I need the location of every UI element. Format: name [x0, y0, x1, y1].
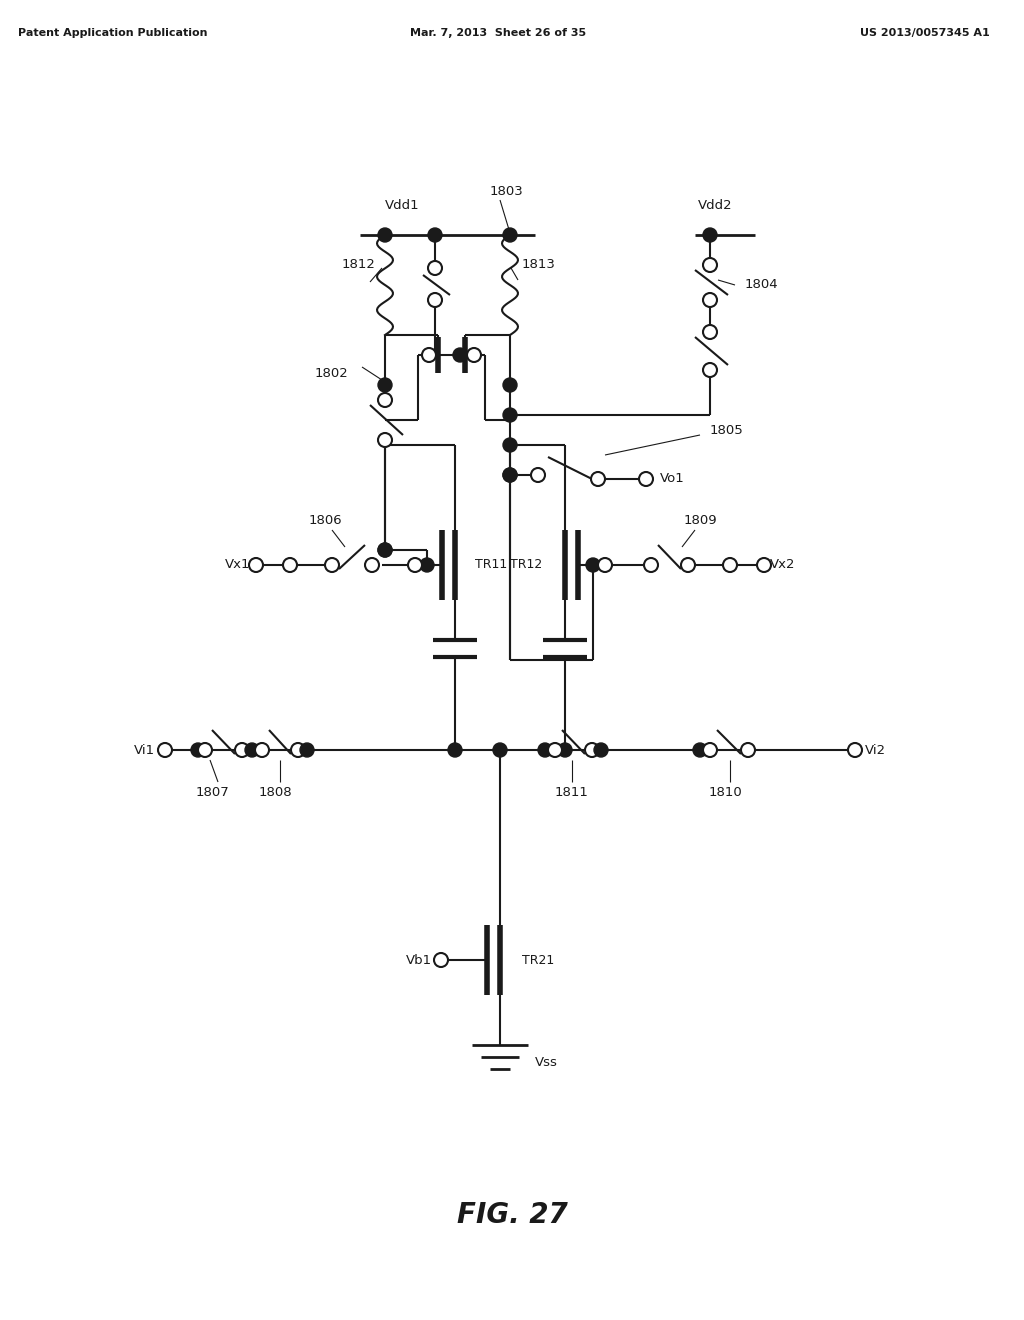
Circle shape [591, 473, 605, 486]
Circle shape [681, 558, 695, 572]
Circle shape [503, 408, 517, 422]
Circle shape [325, 558, 339, 572]
Text: Vo1: Vo1 [660, 473, 685, 486]
Text: Vi1: Vi1 [134, 743, 155, 756]
Text: Patent Application Publication: Patent Application Publication [18, 28, 208, 38]
Text: Vdd1: Vdd1 [385, 199, 419, 213]
Circle shape [378, 228, 392, 242]
Circle shape [434, 953, 449, 968]
Circle shape [503, 228, 517, 242]
Circle shape [757, 558, 771, 572]
Circle shape [378, 378, 392, 392]
Circle shape [548, 743, 562, 756]
Circle shape [503, 438, 517, 451]
Circle shape [723, 558, 737, 572]
Text: Vi2: Vi2 [865, 743, 886, 756]
Circle shape [453, 348, 467, 362]
Circle shape [703, 743, 717, 756]
Circle shape [422, 348, 436, 362]
Circle shape [585, 743, 599, 756]
Circle shape [158, 743, 172, 756]
Text: TR12: TR12 [510, 558, 543, 572]
Text: Vss: Vss [535, 1056, 558, 1069]
Circle shape [283, 558, 297, 572]
Circle shape [493, 743, 507, 756]
Text: 1810: 1810 [709, 785, 741, 799]
Circle shape [255, 743, 269, 756]
Circle shape [503, 469, 517, 482]
Circle shape [198, 743, 212, 756]
Circle shape [428, 228, 442, 242]
Circle shape [420, 558, 434, 572]
Circle shape [503, 469, 517, 482]
Text: TR11: TR11 [475, 558, 507, 572]
Circle shape [249, 558, 263, 572]
Text: 1804: 1804 [745, 279, 778, 292]
Text: 1805: 1805 [710, 424, 743, 437]
Text: 1807: 1807 [196, 785, 229, 799]
Circle shape [741, 743, 755, 756]
Text: Mar. 7, 2013  Sheet 26 of 35: Mar. 7, 2013 Sheet 26 of 35 [410, 28, 586, 38]
Circle shape [644, 558, 658, 572]
Text: FIG. 27: FIG. 27 [457, 1201, 567, 1229]
Circle shape [598, 558, 612, 572]
Circle shape [300, 743, 314, 756]
Circle shape [531, 469, 545, 482]
Text: Vx1: Vx1 [224, 558, 250, 572]
Circle shape [291, 743, 305, 756]
Text: 1803: 1803 [490, 185, 523, 198]
Circle shape [703, 228, 717, 242]
Text: 1812: 1812 [342, 259, 376, 272]
Circle shape [639, 473, 653, 486]
Circle shape [703, 325, 717, 339]
Circle shape [449, 743, 462, 756]
Circle shape [408, 558, 422, 572]
Circle shape [693, 743, 707, 756]
Circle shape [538, 743, 552, 756]
Circle shape [594, 743, 608, 756]
Circle shape [703, 363, 717, 378]
Text: Vx2: Vx2 [770, 558, 796, 572]
Circle shape [428, 261, 442, 275]
Text: Vdd2: Vdd2 [697, 199, 732, 213]
Circle shape [245, 743, 259, 756]
Circle shape [378, 543, 392, 557]
Circle shape [365, 558, 379, 572]
Text: 1809: 1809 [683, 513, 717, 527]
Text: TR21: TR21 [522, 953, 554, 966]
Circle shape [703, 293, 717, 308]
Text: 1808: 1808 [258, 785, 292, 799]
Text: 1813: 1813 [522, 259, 556, 272]
Circle shape [191, 743, 205, 756]
Text: US 2013/0057345 A1: US 2013/0057345 A1 [860, 28, 990, 38]
Circle shape [558, 743, 572, 756]
Text: Vb1: Vb1 [406, 953, 432, 966]
Circle shape [467, 348, 481, 362]
Text: 1802: 1802 [314, 367, 348, 380]
Circle shape [378, 433, 392, 447]
Circle shape [378, 543, 392, 557]
Circle shape [378, 393, 392, 407]
Circle shape [586, 558, 600, 572]
Circle shape [428, 293, 442, 308]
Text: 1811: 1811 [555, 785, 589, 799]
Circle shape [234, 743, 249, 756]
Circle shape [503, 378, 517, 392]
Circle shape [703, 257, 717, 272]
Text: 1806: 1806 [308, 513, 342, 527]
Circle shape [848, 743, 862, 756]
